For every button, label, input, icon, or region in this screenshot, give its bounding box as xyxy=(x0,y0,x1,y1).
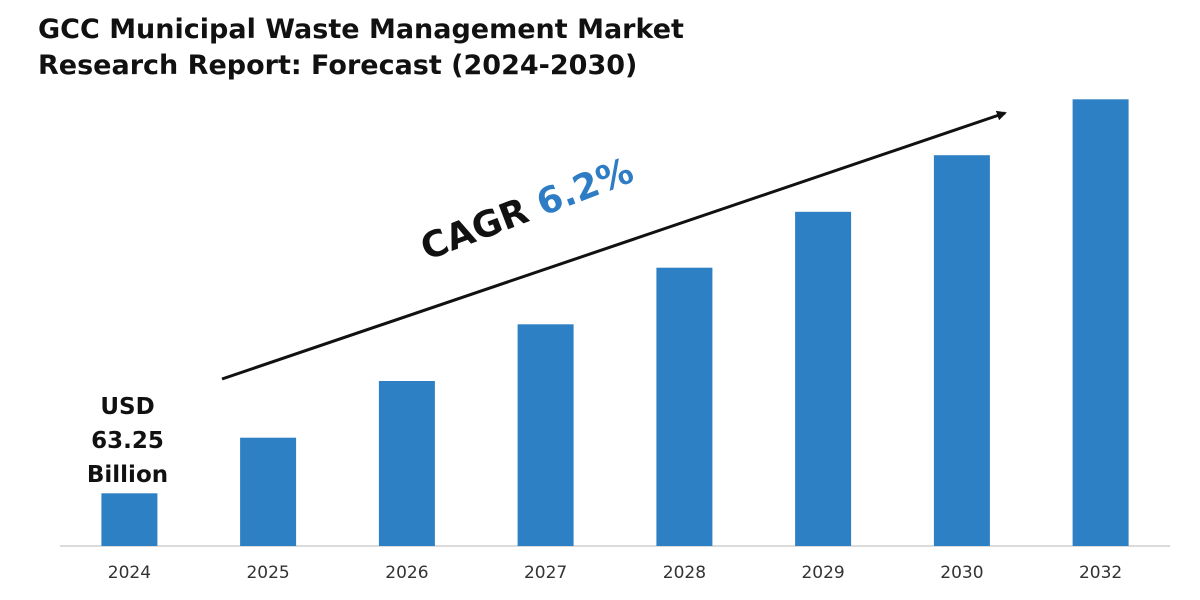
x-tick-labels: 2024 2025 2026 2027 2028 2029 2030 2032 xyxy=(108,563,1122,583)
value-label-unit: Billion xyxy=(86,462,169,488)
x-tick-label-2024: 2024 xyxy=(108,563,151,583)
x-tick-label-2025: 2025 xyxy=(246,563,289,583)
first-bar-value-label: USD 63.25 Billion xyxy=(70,390,185,492)
x-tick-label-2029: 2029 xyxy=(801,563,844,583)
value-label-currency: USD xyxy=(100,394,155,420)
x-tick-label-2032: 2032 xyxy=(1079,563,1122,583)
value-label-amount: 63.25 xyxy=(91,428,164,454)
bar-2024 xyxy=(101,493,158,546)
x-tick-label-2030: 2030 xyxy=(940,563,983,583)
cagr-trend-arrow xyxy=(221,110,1007,381)
x-tick-label-2027: 2027 xyxy=(524,563,567,583)
bar-2030 xyxy=(933,155,990,546)
x-tick-label-2028: 2028 xyxy=(663,563,706,583)
bar-2029 xyxy=(795,211,852,547)
bar-2025 xyxy=(240,437,297,546)
bar-2032 xyxy=(1072,99,1129,547)
bar-2026 xyxy=(378,381,435,546)
chart-title: GCC Municipal Waste Management Market Re… xyxy=(38,14,684,81)
bars-group xyxy=(101,99,1129,547)
bar-2028 xyxy=(656,267,713,546)
bar-2027 xyxy=(517,324,574,546)
x-tick-label-2026: 2026 xyxy=(385,563,428,583)
